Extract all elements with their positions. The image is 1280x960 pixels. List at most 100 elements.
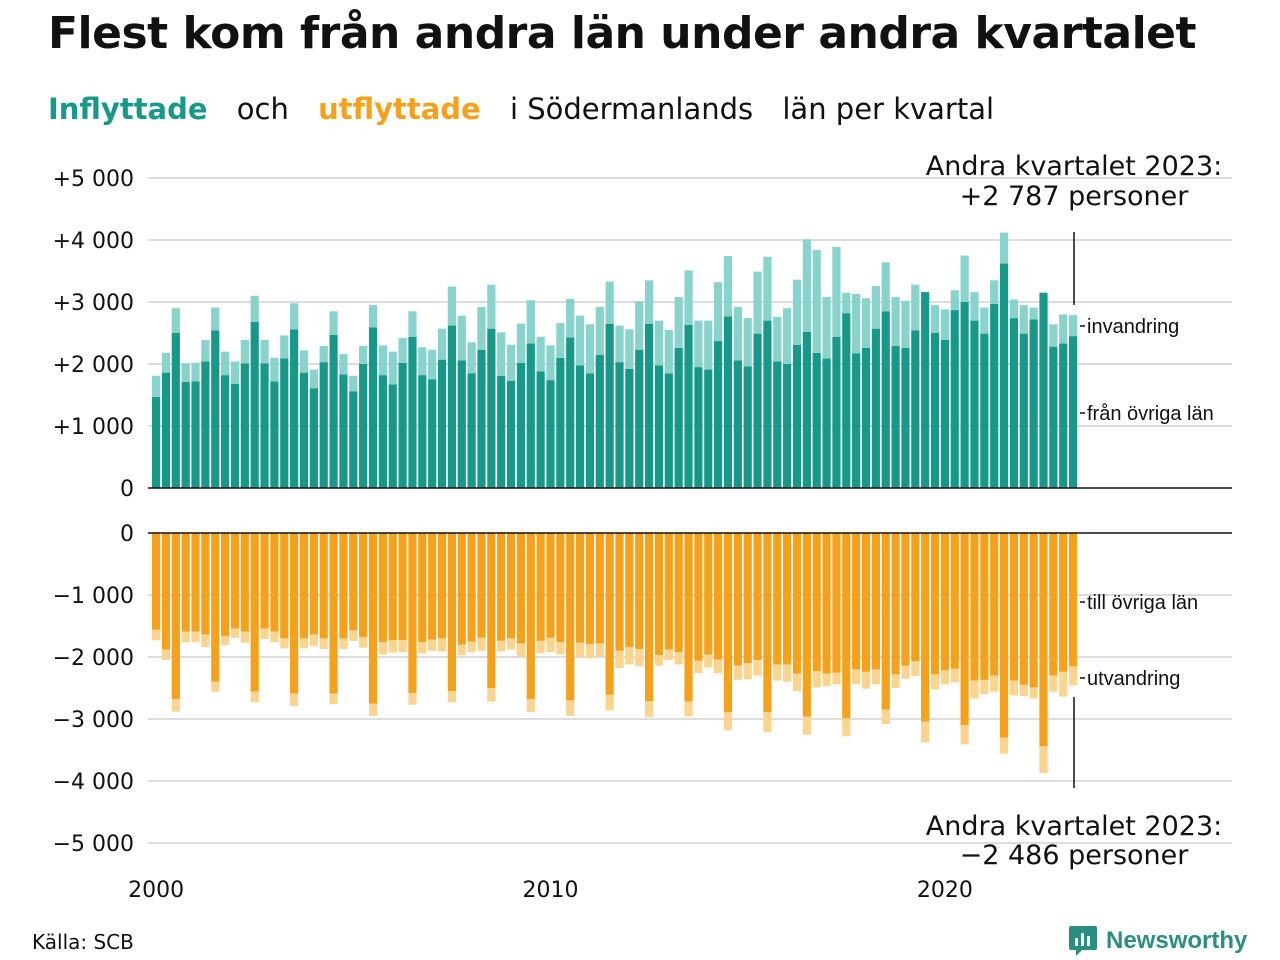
bar-bottom-utvandring [733, 665, 742, 680]
bar-bottom-till-ovriga-lan [970, 533, 979, 681]
series-end-label: invandring [1087, 316, 1179, 338]
bar-top-invandring [881, 262, 890, 312]
y-tick-label-top: 0 [120, 477, 134, 502]
bar-top-invandring [773, 316, 782, 362]
bar-top-invandring [368, 305, 378, 328]
bar-top-fran-ovriga-lan [566, 337, 575, 488]
brand-logo: Newsworthy [1068, 924, 1247, 958]
bar-bottom-till-ovriga-lan [211, 533, 220, 682]
subtitle-utflyttade: utflyttade [318, 92, 481, 126]
bar-top-invandring [1049, 324, 1058, 347]
bar-bottom-till-ovriga-lan [270, 533, 279, 632]
bar-top-invandring [990, 280, 999, 304]
bar-bottom-utvandring [368, 703, 378, 716]
bar-bottom-utvandring [260, 628, 269, 640]
bar-top-invandring [191, 362, 200, 382]
bar-top-fran-ovriga-lan [408, 336, 417, 488]
bar-bottom-utvandring [329, 693, 338, 705]
bar-top-fran-ovriga-lan [792, 344, 802, 488]
bar-bottom-utvandring [901, 665, 910, 679]
y-tick-label-bottom: −3 000 [53, 708, 134, 733]
bar-top-invandring [714, 282, 723, 342]
bar-top-invandring [861, 298, 871, 348]
bar-top-invandring [1059, 314, 1068, 344]
bar-bottom-utvandring [1039, 746, 1048, 773]
bar-top-fran-ovriga-lan [605, 323, 614, 488]
bar-bottom-till-ovriga-lan [250, 533, 259, 692]
bar-top-fran-ovriga-lan [1029, 319, 1038, 488]
bar-bottom-till-ovriga-lan [290, 533, 299, 694]
bar-top-fran-ovriga-lan [1059, 343, 1068, 488]
bar-bottom-utvandring [408, 692, 417, 705]
bar-top-invandring [506, 344, 516, 381]
bar-top-invandring [477, 306, 486, 350]
bar-top-invandring [497, 332, 506, 376]
bar-bottom-utvandring [783, 664, 792, 682]
bar-bottom-till-ovriga-lan [1029, 533, 1038, 688]
bar-bottom-utvandring [842, 718, 851, 737]
bar-top-fran-ovriga-lan [536, 371, 545, 488]
bar-top-fran-ovriga-lan [625, 368, 634, 488]
bar-top-invandring [437, 328, 447, 360]
bar-bottom-utvandring [950, 668, 959, 683]
bar-bottom-utvandring [891, 674, 900, 688]
bar-top-fran-ovriga-lan [901, 347, 910, 488]
bar-bottom-till-ovriga-lan [881, 533, 890, 710]
bar-bottom-till-ovriga-lan [645, 533, 654, 702]
bar-bottom-till-ovriga-lan [526, 533, 535, 700]
bar-top-invandring [635, 301, 644, 350]
bar-bottom-till-ovriga-lan [585, 533, 595, 644]
bar-bottom-till-ovriga-lan [181, 533, 190, 632]
bar-top-fran-ovriga-lan [585, 373, 595, 488]
bar-top-invandring [161, 352, 171, 373]
bar-bottom-utvandring [832, 672, 841, 685]
bar-bottom-till-ovriga-lan [329, 533, 338, 694]
bar-top-fran-ovriga-lan [645, 323, 654, 488]
bar-top-fran-ovriga-lan [990, 303, 999, 488]
subtitle-och: och [236, 92, 289, 126]
bar-bottom-till-ovriga-lan [319, 533, 328, 639]
bar-bottom-utvandring [556, 642, 565, 655]
y-tick-label-bottom: −5 000 [53, 832, 134, 857]
bar-top-fran-ovriga-lan [980, 333, 989, 488]
bar-bottom-utvandring [881, 709, 890, 724]
bar-bottom-utvandring [921, 721, 930, 743]
bar-top-fran-ovriga-lan [290, 329, 299, 488]
brand-name: Newsworthy [1106, 927, 1248, 954]
y-tick-label-top: +5 000 [53, 167, 134, 192]
bar-bottom-till-ovriga-lan [477, 533, 486, 638]
bar-bottom-till-ovriga-lan [891, 533, 900, 675]
y-tick-label-top: +1 000 [53, 415, 134, 440]
bar-bottom-till-ovriga-lan [506, 533, 516, 639]
bar-top-fran-ovriga-lan [339, 374, 348, 488]
bar-top-invandring [733, 306, 742, 361]
bar-bottom-utvandring [743, 663, 752, 680]
bar-top-fran-ovriga-lan [467, 373, 476, 488]
bar-bottom-till-ovriga-lan [1019, 533, 1028, 685]
bar-bottom-utvandring [575, 642, 585, 657]
annotation-bottom-line2: −2 486 personer [960, 840, 1190, 871]
bar-top-invandring [171, 308, 180, 333]
bar-bottom-till-ovriga-lan [605, 533, 614, 695]
bar-bottom-utvandring [694, 660, 703, 674]
bar-top-fran-ovriga-lan [753, 333, 762, 488]
bar-bottom-utvandring [211, 681, 220, 692]
bar-top-fran-ovriga-lan [211, 330, 220, 488]
bar-top-fran-ovriga-lan [1068, 336, 1078, 488]
y-tick-label-top: +2 000 [53, 353, 134, 378]
bar-top-invandring [536, 336, 545, 372]
x-tick-label: 2010 [523, 878, 579, 903]
series-end-label: från övriga län [1087, 403, 1214, 425]
bar-bottom-till-ovriga-lan [842, 533, 851, 719]
bar-bottom-till-ovriga-lan [191, 533, 200, 632]
bar-bottom-till-ovriga-lan [368, 533, 378, 704]
bar-bottom-utvandring [161, 649, 171, 661]
bar-bottom-utvandring [1059, 671, 1068, 697]
bar-bottom-utvandring [388, 640, 397, 653]
bar-top-fran-ovriga-lan [398, 362, 407, 488]
bar-bottom-till-ovriga-lan [684, 533, 693, 702]
bar-top-invandring [467, 342, 476, 374]
bar-top-invandring [664, 329, 673, 374]
bar-bottom-utvandring [930, 674, 940, 690]
